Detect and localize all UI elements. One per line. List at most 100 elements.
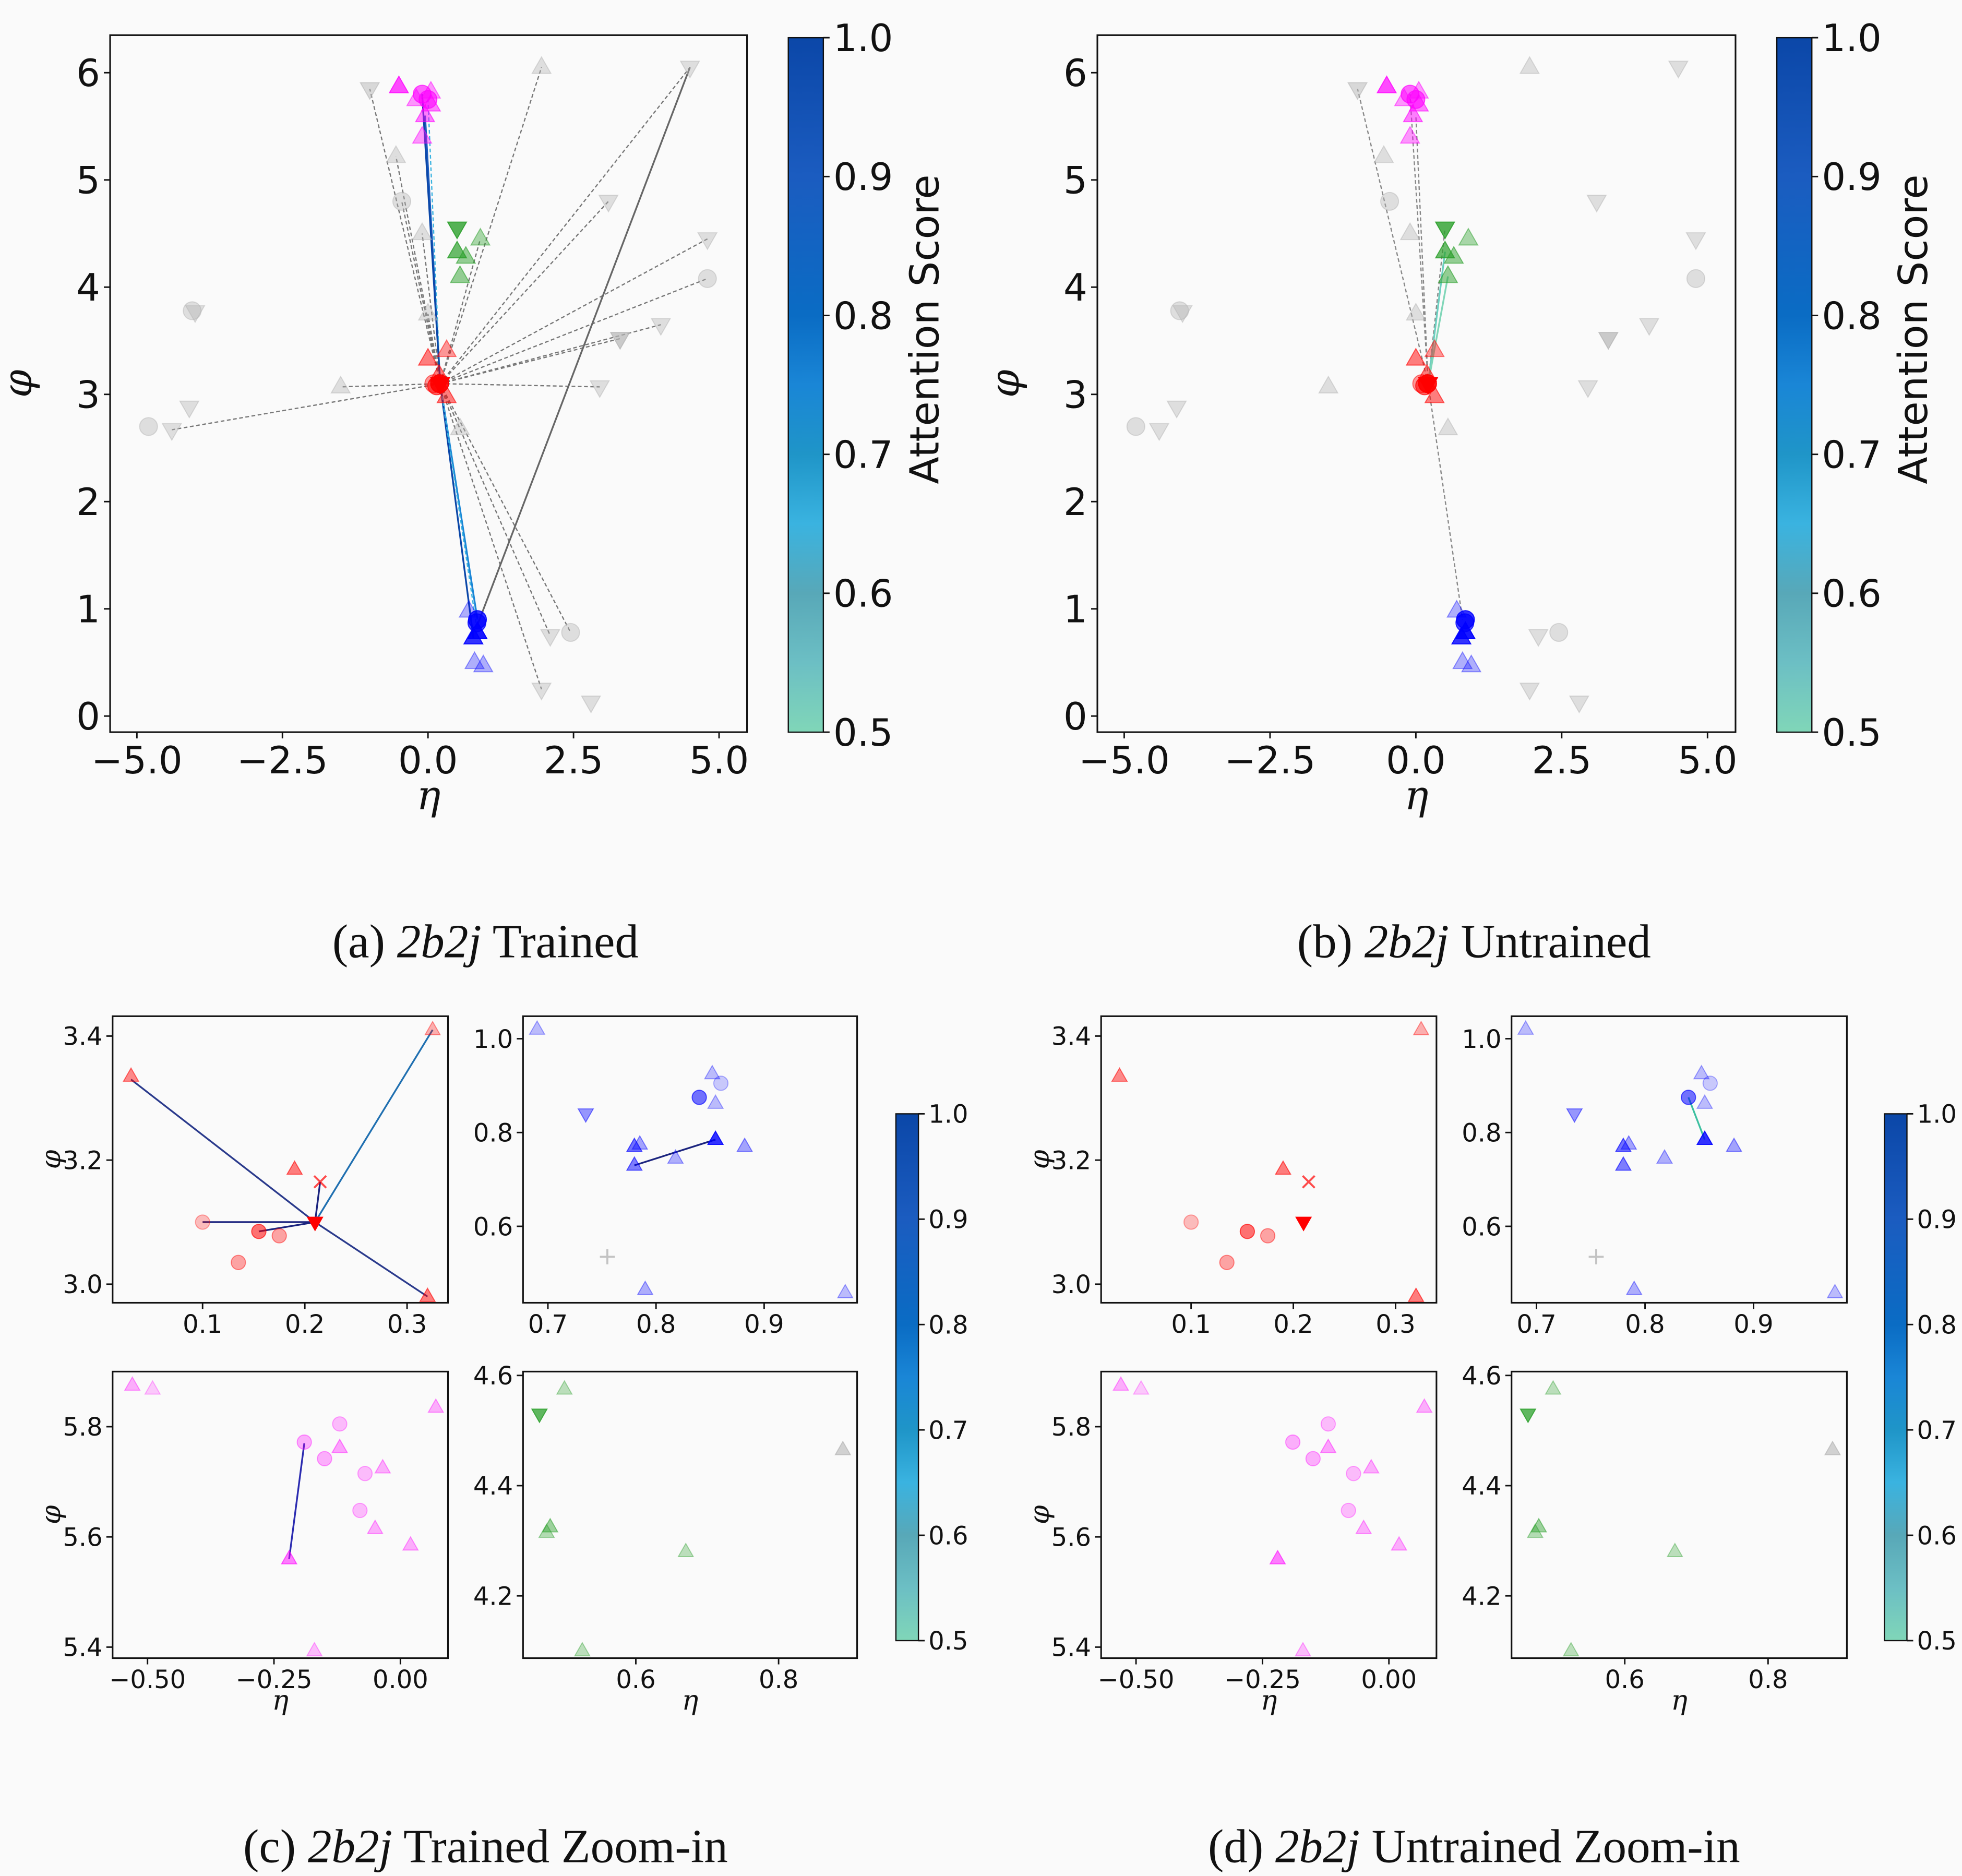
plot-content (531, 1380, 852, 1657)
colorbar-tick-label: 0.5 (1822, 711, 1881, 755)
particle-marker (1702, 1076, 1718, 1091)
x-axis-label: η (416, 773, 440, 819)
attention-line (476, 67, 691, 626)
colorbar: 0.5 0.6 0.7 0.8 0.9 1.0 (1884, 1100, 1957, 1656)
particle-marker (1320, 1438, 1337, 1453)
colorbar-tick-label: 0.9 (1917, 1205, 1957, 1235)
particle-marker (626, 1156, 643, 1171)
y-tick-label: 0.6 (1462, 1212, 1501, 1241)
particle-marker (736, 1137, 753, 1152)
particle-marker (1681, 1090, 1696, 1105)
colorbar-tick-label: 0.8 (1917, 1310, 1957, 1340)
particle-marker (1577, 380, 1598, 399)
colorbar-tick-label: 0.6 (833, 572, 893, 616)
particle-marker (561, 623, 580, 642)
plot-area (1101, 1371, 1437, 1658)
x-axis-label: η (1261, 1684, 1277, 1716)
attention-line (634, 1139, 716, 1166)
particle-marker (1305, 1451, 1321, 1466)
x-tick-label: −0.50 (1098, 1665, 1175, 1694)
particle-marker (1443, 246, 1464, 264)
attention-line (439, 384, 478, 633)
caption-code: 2b2j (308, 1820, 392, 1872)
particle-marker (834, 1440, 852, 1455)
particle-marker (531, 683, 552, 701)
particle-marker (529, 1020, 546, 1035)
particle-marker (1668, 61, 1689, 79)
y-tick-label: 4.2 (473, 1582, 513, 1611)
particle-marker (331, 1438, 349, 1453)
particle-marker (540, 629, 561, 647)
particle-marker (1519, 683, 1540, 701)
particle-marker (1461, 654, 1482, 673)
particle-marker (1219, 1254, 1235, 1270)
particle-marker (1166, 400, 1187, 419)
x-axis-label: η (1405, 773, 1429, 819)
attention-line (314, 1181, 321, 1223)
y-tick-label: 6 (1063, 51, 1087, 95)
particle-marker (1391, 1536, 1408, 1551)
particle-marker (1588, 1249, 1604, 1264)
x-tick-label: 0.3 (1375, 1310, 1415, 1339)
particle-marker (1320, 1416, 1336, 1432)
plot-content (124, 1376, 445, 1657)
particle-marker (1438, 265, 1458, 283)
colorbar-tick-label: 0.7 (1822, 433, 1881, 477)
particle-marker (179, 400, 200, 419)
caption-label: (b) (1297, 915, 1365, 968)
attention-line (258, 1221, 316, 1233)
particle-marker (1530, 1517, 1547, 1533)
particle-marker (1346, 1466, 1361, 1481)
plot-content (1111, 1020, 1430, 1302)
x-tick-label: −5.0 (91, 738, 183, 782)
colorbar: 0.5 0.6 0.7 0.8 0.9 1.0 (895, 1100, 968, 1656)
y-tick-label: 4 (76, 266, 100, 309)
particle-marker (556, 1380, 573, 1395)
colorbar-gradient (1884, 1113, 1908, 1642)
attention-line (439, 383, 551, 636)
y-tick-label: 5.8 (63, 1413, 102, 1442)
y-tick-label: 1 (1063, 588, 1087, 631)
x-tick-label: 0.3 (387, 1310, 427, 1339)
particle-marker (1295, 1216, 1312, 1232)
particle-marker (1294, 1642, 1311, 1657)
x-tick-label: 0.1 (183, 1310, 222, 1339)
particle-marker (1824, 1440, 1841, 1455)
colorbar-label: Attention Score (902, 174, 948, 484)
y-tick-label: 5 (1063, 159, 1087, 202)
particle-marker (1269, 1549, 1286, 1564)
particle-marker (577, 1108, 594, 1124)
x-tick-label: 0.0 (398, 738, 458, 782)
particle-marker (1693, 1065, 1710, 1080)
particle-marker (542, 1517, 559, 1533)
particle-marker (1424, 385, 1445, 403)
caption-text: Trained Zoom-in (392, 1820, 728, 1872)
caption-label: (d) (1208, 1820, 1275, 1872)
y-tick-label: 3.2 (63, 1146, 102, 1175)
particle-marker (1566, 1108, 1583, 1124)
plot-content (139, 56, 718, 714)
plot-area (112, 1016, 448, 1303)
particle-marker (1528, 629, 1549, 647)
axes-d_tr: 0.7 0.8 0.9 0.6 0.8 1.0 (1462, 1015, 1848, 1339)
x-tick-label: 0.00 (373, 1665, 428, 1694)
attention-line (427, 99, 441, 384)
attention-line (314, 1029, 434, 1223)
particle-marker (1260, 1228, 1276, 1244)
y-axis-label: φ (0, 369, 41, 398)
particle-marker (698, 269, 717, 288)
x-tick-label: −2.5 (1225, 738, 1316, 782)
attention-line (369, 88, 441, 384)
particle-marker (1569, 695, 1590, 714)
particle-marker (1638, 318, 1660, 336)
colorbar-tick-label: 0.5 (928, 1627, 968, 1656)
particle-marker (531, 1408, 548, 1424)
colorbar: 0.5 0.6 0.7 0.8 0.9 1.0 Attention Score (787, 16, 948, 755)
particle-marker (650, 318, 672, 336)
colorbar-tick-label: 1.0 (928, 1100, 968, 1129)
x-tick-label: −0.25 (1224, 1665, 1301, 1694)
colorbar-tick-label: 1.0 (833, 16, 893, 60)
particle-marker (161, 423, 182, 441)
particle-marker (598, 195, 619, 213)
